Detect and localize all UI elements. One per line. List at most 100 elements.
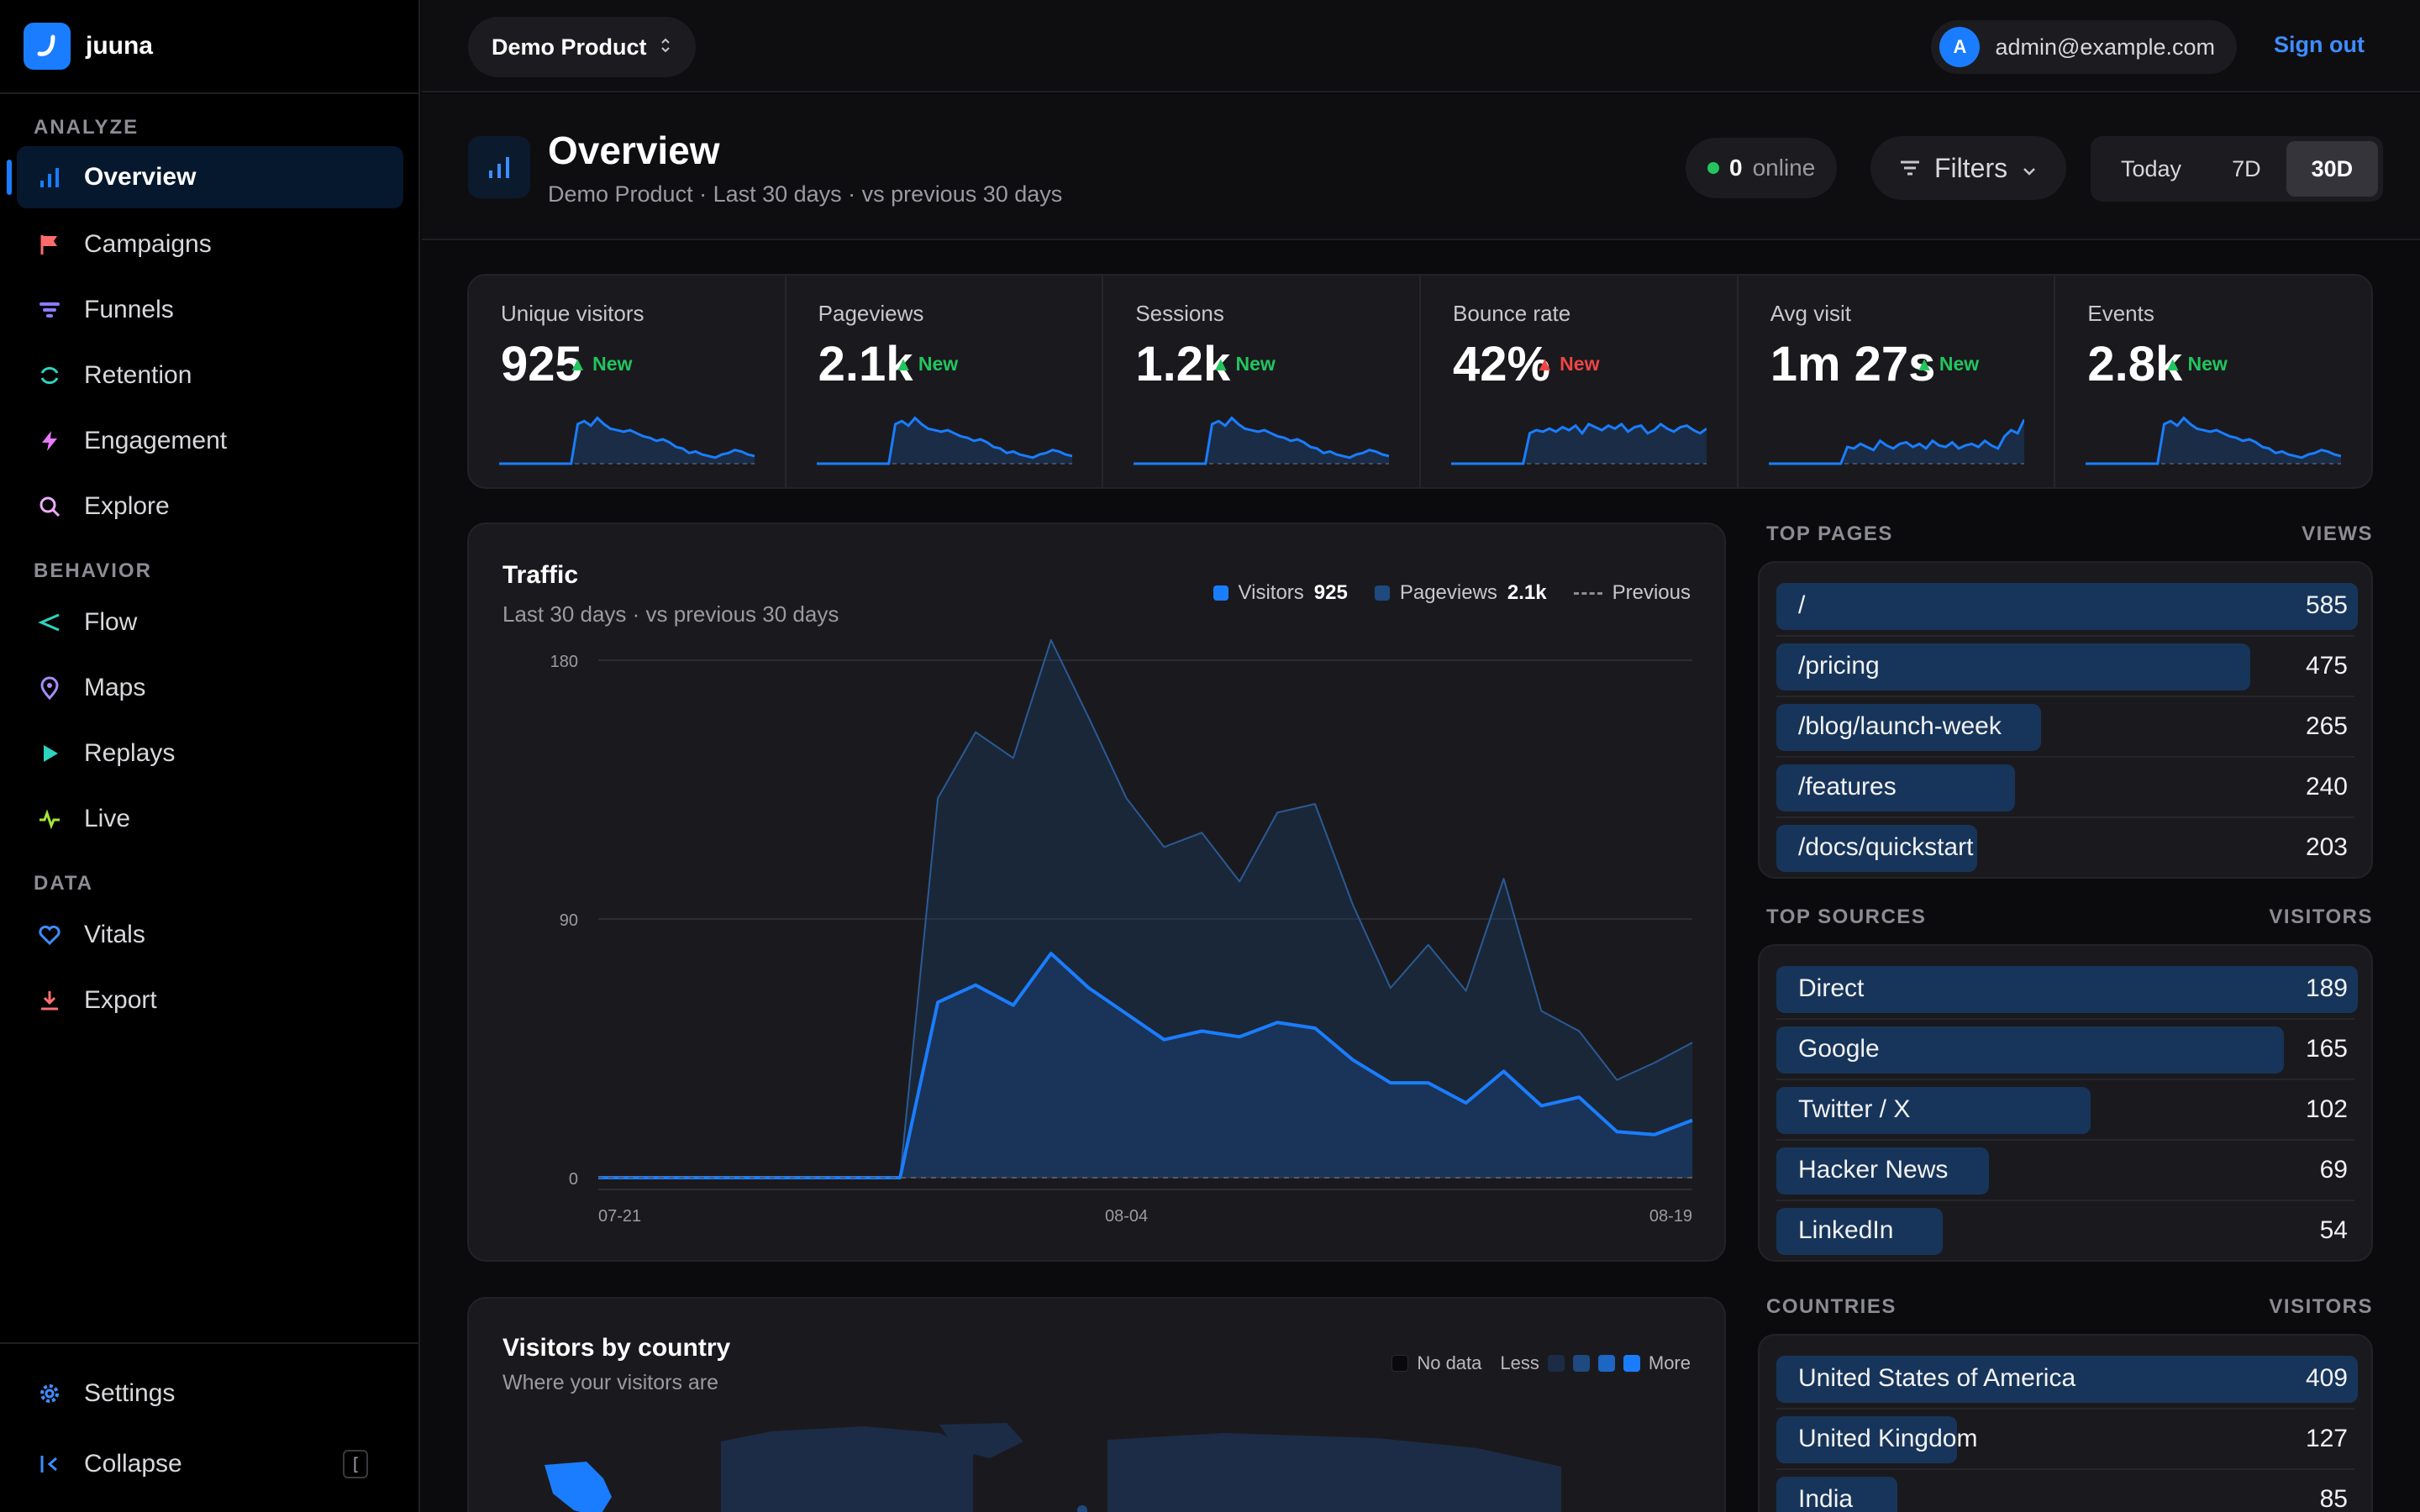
traffic-chart[interactable]: 0 90 180 07-21 08-04 08-19 (469, 524, 1728, 1263)
kpi-trend-text: New (1939, 353, 1980, 375)
account-email: admin@example.com (1995, 34, 2215, 60)
list-row[interactable]: /features 240 (1776, 758, 2354, 818)
share-icon (37, 610, 62, 635)
sidebar-item-live[interactable]: Live (17, 788, 403, 850)
kpi-bounce-rate[interactable]: Bounce rate 42% ▲ New (1421, 276, 1739, 487)
kpi-unique-visitors[interactable]: Unique visitors 925 ▲ New (469, 276, 786, 487)
sidebar-item-label: Vitals (84, 921, 145, 948)
x-tick-label: 07-21 (598, 1207, 641, 1226)
kpi-trend-badge: ▲ New (568, 353, 633, 375)
traffic-subtitle: Last 30 days · vs previous 30 days (502, 601, 839, 627)
top-sources-list: Direct 189 Google 165 Twitter / X 102 Hacker N… (1758, 944, 2373, 1262)
sidebar-item-vitals[interactable]: Vitals (17, 904, 403, 966)
map-legend-nodata: No data (1417, 1352, 1482, 1373)
y-tick-label: 180 (550, 653, 578, 671)
kpi-trend-badge: ▲ New (1914, 353, 1980, 375)
map-legend-step-1 (1547, 1355, 1565, 1372)
kpi-pageviews[interactable]: Pageviews 2.1k ▲ New (786, 276, 1104, 487)
kpi-events[interactable]: Events 2.8k ▲ New (2055, 276, 2371, 487)
sidebar-item-engagement[interactable]: Engagement (17, 410, 403, 472)
kpi-sparkline (816, 416, 1072, 465)
sidebar-item-replays[interactable]: Replays (17, 722, 403, 785)
sidebar-item-export[interactable]: Export (17, 969, 403, 1032)
kpi-sessions[interactable]: Sessions 1.2k ▲ New (1103, 276, 1422, 487)
collapse-button[interactable]: Collapse [ (17, 1433, 403, 1495)
list-row-bar (1776, 966, 2358, 1013)
sidebar-item-label: Replays (84, 739, 176, 767)
legend-previous[interactable]: Previous (1573, 581, 1691, 605)
collapse-shortcut: [ (343, 1450, 368, 1478)
bar-chart-icon (37, 165, 62, 190)
kpi-label: Sessions (1135, 301, 1224, 326)
filters-button[interactable]: Filters (1870, 136, 2067, 200)
list-row[interactable]: /blog/launch-week 265 (1776, 697, 2354, 758)
list-row[interactable]: /pricing 475 (1776, 637, 2354, 697)
sidebar-item-settings[interactable]: Settings (17, 1362, 403, 1425)
kpi-sparkline (1768, 418, 2024, 465)
product-switcher[interactable]: Demo Product (468, 17, 696, 77)
list-row-label: Google (1798, 1035, 1880, 1063)
x-tick-label: 08-19 (1649, 1207, 1692, 1226)
sidebar-item-retention[interactable]: Retention (17, 344, 403, 407)
top-bar: Demo Product A admin@example.com Sign ou… (422, 0, 2420, 92)
kpi-trend-text: New (592, 353, 633, 375)
list-row[interactable]: Twitter / X 102 (1776, 1080, 2354, 1141)
brand-logo-icon (24, 23, 71, 70)
funnel-icon (37, 297, 62, 323)
gear-icon (37, 1381, 62, 1406)
kpi-sparkline (2086, 416, 2342, 465)
range-7d[interactable]: 7D (2232, 155, 2261, 181)
countries-title: COUNTRIES (1766, 1295, 1897, 1318)
sidebar-item-maps[interactable]: Maps (17, 657, 403, 719)
page-title: Overview (548, 129, 720, 172)
date-range-toggle: Today 7D 30D (2091, 136, 2384, 202)
legend-pageviews[interactable]: Pageviews 2.1k (1374, 581, 1547, 605)
world-map[interactable] (469, 1299, 1728, 1512)
sparkline-line (1134, 416, 1390, 465)
sidebar-item-flow[interactable]: Flow (17, 591, 403, 654)
list-row[interactable]: United Kingdom 127 (1776, 1410, 2354, 1470)
list-row[interactable]: Google 165 (1776, 1020, 2354, 1080)
list-row[interactable]: LinkedIn 54 (1776, 1201, 2354, 1260)
brand[interactable]: juuna (24, 23, 153, 70)
sparkline-line (1451, 422, 1707, 465)
countries-column: VISITORS (2269, 1295, 2373, 1318)
sidebar-item-label: Flow (84, 608, 138, 636)
sidebar-item-campaigns[interactable]: Campaigns (17, 213, 403, 276)
list-row[interactable]: Hacker News 69 (1776, 1141, 2354, 1201)
list-row[interactable]: / 585 (1776, 576, 2358, 637)
map-title: Visitors by country (502, 1334, 731, 1362)
sidebar-item-overview[interactable]: Overview (7, 146, 403, 208)
section-title-analyze: ANALYZE (34, 116, 139, 139)
range-30d[interactable]: 30D (2286, 141, 2379, 197)
kpi-label: Pageviews (818, 301, 924, 326)
kpi-trend-badge: ▲ New (1211, 353, 1276, 375)
product-name: Demo Product (492, 34, 647, 60)
flag-icon (37, 232, 62, 257)
list-row-value: 475 (2305, 652, 2348, 680)
range-today[interactable]: Today (2121, 155, 2182, 181)
sparkline-line (1768, 418, 2024, 465)
sidebar-item-explore[interactable]: Explore (17, 475, 403, 538)
list-row[interactable]: /docs/quickstart 203 (1776, 818, 2354, 877)
sparkline-area (816, 417, 1072, 464)
list-row-value: 85 (2319, 1485, 2348, 1512)
kpi-label: Unique visitors (501, 301, 644, 326)
account-menu[interactable]: A admin@example.com (1931, 20, 2237, 74)
legend-visitors[interactable]: Visitors 925 (1213, 581, 1348, 605)
list-row[interactable]: India 85 (1776, 1470, 2354, 1512)
list-row-bar (1776, 1477, 1897, 1512)
online-status-dot (1707, 162, 1719, 174)
kpi-value: 2.8k (2087, 337, 2183, 391)
list-row[interactable]: Direct 189 (1776, 959, 2358, 1020)
top-pages-list: / 585/pricing 475/blog/launch-week 265/feat… (1758, 561, 2373, 879)
legend-pageviews-swatch (1374, 585, 1390, 601)
sidebar-item-funnels[interactable]: Funnels (17, 279, 403, 341)
list-row[interactable]: United States of America 409 (1776, 1349, 2358, 1410)
kpi-avg-visit[interactable]: Avg visit 1m 27s ▲ New (1739, 276, 2056, 487)
sign-out-link[interactable]: Sign out (2274, 32, 2365, 57)
x-tick-label: 08-04 (1105, 1207, 1148, 1226)
traffic-card: Traffic Last 30 days · vs previous 30 da… (467, 522, 1726, 1262)
top-sources-header: TOP SOURCES VISITORS (1766, 906, 2373, 929)
visitors-area (598, 953, 1692, 1178)
